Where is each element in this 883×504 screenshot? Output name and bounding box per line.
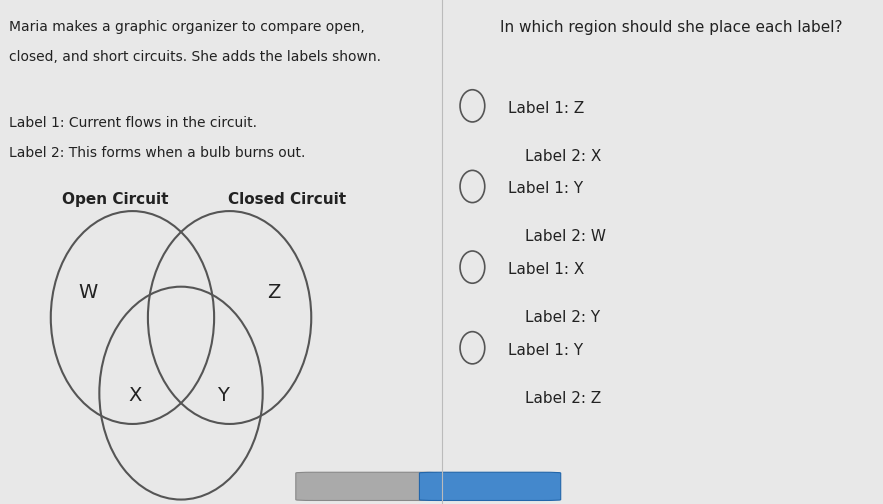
Text: Y: Y bbox=[217, 386, 229, 405]
Text: closed, and short circuits. She adds the labels shown.: closed, and short circuits. She adds the… bbox=[9, 50, 381, 65]
FancyBboxPatch shape bbox=[296, 472, 437, 500]
Text: Closed Circuit: Closed Circuit bbox=[228, 192, 346, 207]
Text: Label 2: This forms when a bulb burns out.: Label 2: This forms when a bulb burns ou… bbox=[9, 146, 306, 160]
Text: Label 1: Current flows in the circuit.: Label 1: Current flows in the circuit. bbox=[9, 116, 257, 130]
FancyBboxPatch shape bbox=[419, 472, 561, 500]
Text: Label 1: Y: Label 1: Y bbox=[508, 343, 583, 358]
Text: W: W bbox=[79, 283, 98, 302]
Text: Label 2: Y: Label 2: Y bbox=[525, 310, 600, 325]
Text: Z: Z bbox=[267, 283, 281, 302]
Text: Label 2: X: Label 2: X bbox=[525, 149, 601, 164]
Text: Maria makes a graphic organizer to compare open,: Maria makes a graphic organizer to compa… bbox=[9, 20, 365, 34]
Text: In which region should she place each label?: In which region should she place each la… bbox=[500, 20, 842, 35]
Text: Label 1: X: Label 1: X bbox=[508, 262, 584, 277]
Text: Label 2: Z: Label 2: Z bbox=[525, 391, 601, 406]
Text: X: X bbox=[128, 386, 141, 405]
Text: Label 1: Y: Label 1: Y bbox=[508, 181, 583, 197]
Text: Label 1: Z: Label 1: Z bbox=[508, 101, 584, 116]
Text: Open Circuit: Open Circuit bbox=[62, 192, 168, 207]
Text: Label 2: W: Label 2: W bbox=[525, 229, 607, 244]
